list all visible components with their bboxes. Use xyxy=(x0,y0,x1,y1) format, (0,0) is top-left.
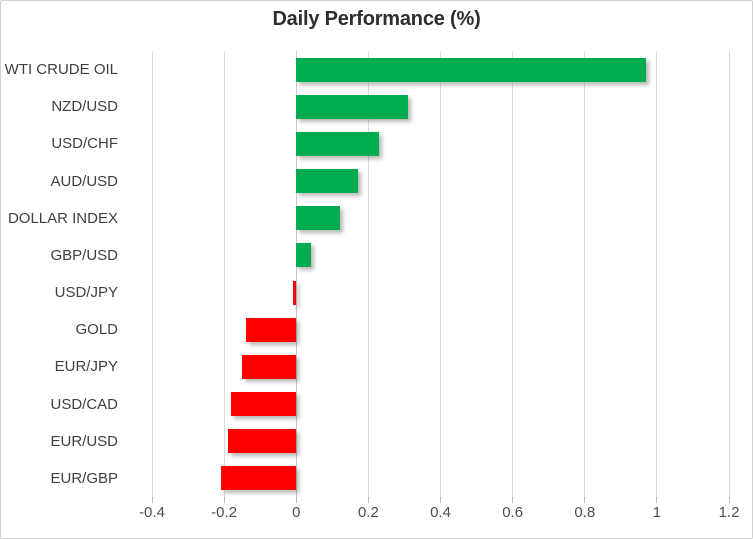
x-tick-label: -0.4 xyxy=(139,504,165,521)
category-label: USD/CHF xyxy=(51,135,118,153)
tick-mark xyxy=(728,497,730,503)
gridline xyxy=(223,51,225,497)
x-tick-label: 0.2 xyxy=(357,504,379,521)
gridline xyxy=(656,51,658,497)
category-label: AUD/USD xyxy=(50,172,118,190)
x-tick-label: -0.2 xyxy=(211,504,238,521)
x-tick-label: 1 xyxy=(652,504,662,521)
gridline xyxy=(512,51,514,497)
positive-bar-gbp-usd xyxy=(296,243,311,268)
tick-mark xyxy=(440,497,441,503)
x-tick-label: 0.4 xyxy=(430,504,451,521)
x-tick-label: 0.8 xyxy=(574,504,596,521)
negative-bar-gold xyxy=(245,317,297,342)
category-label: GBP/USD xyxy=(50,246,118,264)
tick-mark xyxy=(223,497,225,503)
positive-bar-dollar-index xyxy=(296,206,340,231)
category-label: NZD/USD xyxy=(51,98,118,116)
category-label: DOLLAR INDEX xyxy=(7,209,118,227)
negative-bar-eur-jpy xyxy=(242,354,297,379)
category-label: WTI CRUDE OIL xyxy=(4,61,118,78)
category-label: USD/JPY xyxy=(54,284,118,301)
negative-bar-usd-cad xyxy=(231,392,297,417)
chart-title: Daily Performance (%) xyxy=(272,8,481,30)
negative-bar-eur-usd xyxy=(227,429,297,454)
category-label: EUR/GBP xyxy=(50,469,118,487)
positive-bar-wti-crude-oil xyxy=(296,57,647,82)
gridline xyxy=(728,51,730,497)
positive-bar-nzd-usd xyxy=(296,94,409,119)
tick-mark xyxy=(512,497,514,503)
negative-bar-eur-gbp xyxy=(220,466,297,491)
x-tick-label: 0.6 xyxy=(502,504,524,521)
positive-bar-usd-chf xyxy=(296,131,380,156)
tick-mark xyxy=(584,497,586,503)
plot-area xyxy=(151,51,730,503)
gridline xyxy=(584,51,586,497)
negative-bar-usd-jpy xyxy=(292,280,297,305)
tick-mark xyxy=(656,497,658,503)
category-label: EUR/USD xyxy=(50,432,118,450)
gridline xyxy=(151,51,153,497)
category-label: EUR/JPY xyxy=(54,358,118,376)
gridline xyxy=(367,51,369,497)
gridline xyxy=(440,51,441,497)
category-label: GOLD xyxy=(75,321,118,339)
category-label: USD/CAD xyxy=(50,395,118,413)
positive-bar-aud-usd xyxy=(296,169,358,194)
tick-mark xyxy=(295,497,297,503)
zero-gridline xyxy=(295,51,297,497)
x-tick-label: 0 xyxy=(292,504,301,521)
tick-mark xyxy=(367,497,369,503)
x-tick-label: 1.2 xyxy=(718,504,740,521)
tick-mark xyxy=(151,497,153,503)
